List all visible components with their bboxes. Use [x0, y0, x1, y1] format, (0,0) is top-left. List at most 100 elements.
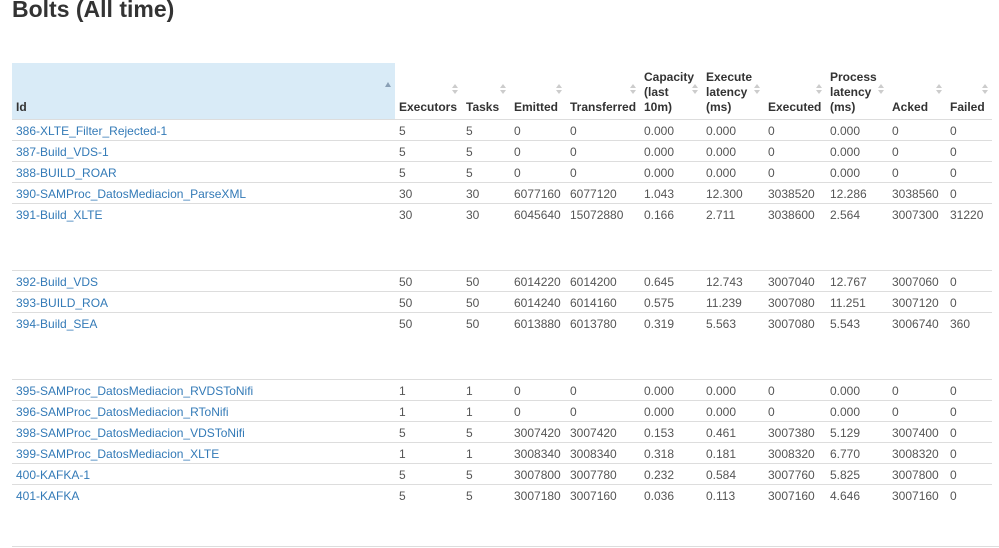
table-cell: 5: [462, 161, 510, 183]
table-cell: 0: [946, 484, 992, 506]
table-cell: 3007160: [566, 484, 640, 506]
table-cell: 0.000: [640, 400, 702, 422]
table-cell: 5: [395, 421, 462, 443]
table-cell: 0: [566, 379, 640, 401]
table-row: 390-SAMProc_DatosMediacion_ParseXML 30 30 6…: [12, 182, 992, 204]
column-header[interactable]: Executors: [395, 63, 462, 120]
table-cell: 0: [764, 161, 826, 183]
table-cell: 0.000: [702, 161, 764, 183]
table-cell: 30: [395, 203, 462, 271]
table-cell: 5: [462, 484, 510, 506]
table-cell: 1: [395, 379, 462, 401]
table-cell: 6.770: [826, 442, 888, 464]
table-cell: 30: [462, 203, 510, 271]
column-header[interactable]: Tasks: [462, 63, 510, 120]
table-cell: 0: [946, 291, 992, 313]
table-cell: 0: [888, 119, 946, 141]
bolt-link[interactable]: 387-Build_VDS-1: [12, 140, 395, 162]
table-cell: 0: [946, 421, 992, 443]
table-cell: 0: [946, 161, 992, 183]
bolt-link[interactable]: 395-SAMProc_DatosMediacion_RVDSToNifi: [12, 379, 395, 401]
table-cell: 0: [888, 379, 946, 401]
table-cell: 0.318: [640, 442, 702, 464]
table-cell: 0.575: [640, 291, 702, 313]
bolt-link[interactable]: 392-Build_VDS: [12, 270, 395, 292]
table-cell: 3038600: [764, 203, 826, 271]
bolt-link[interactable]: 390-SAMProc_DatosMediacion_ParseXML: [12, 182, 395, 204]
table-cell: 3008340: [510, 442, 566, 464]
header-row: Id Executors Tasks Emitted Transferred Capaci…: [12, 63, 992, 120]
table-cell: 11.239: [702, 291, 764, 313]
table-cell: 50: [395, 270, 462, 292]
bolt-link[interactable]: 396-SAMProc_DatosMediacion_RToNifi: [12, 400, 395, 422]
table-cell: 0: [510, 119, 566, 141]
column-header[interactable]: Acked: [888, 63, 946, 120]
table-cell: 0.000: [640, 379, 702, 401]
table-body: 386-XLTE_Filter_Rejected-1 5 5 0 0 0.000 0.000…: [12, 119, 992, 506]
table-cell: 2.711: [702, 203, 764, 271]
table-cell: 0.461: [702, 421, 764, 443]
table-cell: 0: [946, 182, 992, 204]
table-cell: 3008320: [888, 442, 946, 464]
table-row: 391-Build_XLTE 30 30 6045640 15072880 0.166 2.…: [12, 203, 992, 271]
table-cell: 0.036: [640, 484, 702, 506]
table-cell: 0.000: [702, 140, 764, 162]
table-cell: 0: [566, 161, 640, 183]
table-cell: 3007040: [764, 270, 826, 292]
table-cell: 3008320: [764, 442, 826, 464]
table-cell: 3007420: [510, 421, 566, 443]
table-row: 399-SAMProc_DatosMediacion_XLTE 1 1 3008340…: [12, 442, 992, 464]
bolt-link[interactable]: 400-KAFKA-1: [12, 463, 395, 485]
bolt-link[interactable]: 401-KAFKA: [12, 484, 395, 506]
table-cell: 3006740: [888, 312, 946, 380]
table-cell: 50: [395, 312, 462, 380]
table-cell: 2.564: [826, 203, 888, 271]
table-cell: 3007080: [764, 312, 826, 380]
column-header[interactable]: Id: [12, 63, 395, 120]
table-cell: 0.000: [702, 400, 764, 422]
column-header[interactable]: Process latency (ms): [826, 63, 888, 120]
bolt-link[interactable]: 394-Build_SEA: [12, 312, 395, 380]
column-header[interactable]: Execute latency (ms): [702, 63, 764, 120]
table-cell: 0.000: [826, 400, 888, 422]
table-cell: 0.000: [640, 119, 702, 141]
table-cell: 5: [462, 119, 510, 141]
table-cell: 5: [395, 463, 462, 485]
table-cell: 0: [946, 270, 992, 292]
table-cell: 6014220: [510, 270, 566, 292]
table-cell: 5: [395, 140, 462, 162]
table-cell: 1.043: [640, 182, 702, 204]
table-cell: 0.000: [826, 140, 888, 162]
bolt-link[interactable]: 386-XLTE_Filter_Rejected-1: [12, 119, 395, 141]
column-header[interactable]: Emitted: [510, 63, 566, 120]
bolt-link[interactable]: 398-SAMProc_DatosMediacion_VDSToNifi: [12, 421, 395, 443]
column-header[interactable]: Executed: [764, 63, 826, 120]
column-header[interactable]: Failed: [946, 63, 992, 120]
table-row: 398-SAMProc_DatosMediacion_VDSToNifi 5 5 30…: [12, 421, 992, 443]
table-cell: 6013780: [566, 312, 640, 380]
table-cell: 0.000: [826, 119, 888, 141]
bolt-link[interactable]: 388-BUILD_ROAR: [12, 161, 395, 183]
bolt-link[interactable]: 399-SAMProc_DatosMediacion_XLTE: [12, 442, 395, 464]
table-cell: 6077160: [510, 182, 566, 204]
table-cell: 30: [395, 182, 462, 204]
table-cell: 6077120: [566, 182, 640, 204]
table-cell: 1: [462, 379, 510, 401]
bolt-link[interactable]: 393-BUILD_ROA: [12, 291, 395, 313]
table-cell: 6045640: [510, 203, 566, 271]
table-cell: 0: [566, 119, 640, 141]
table-cell: 0: [946, 140, 992, 162]
table-cell: 30: [462, 182, 510, 204]
table-cell: 3007160: [888, 484, 946, 506]
column-header[interactable]: Transferred: [566, 63, 640, 120]
bolt-link[interactable]: 391-Build_XLTE: [12, 203, 395, 271]
table-cell: 5: [395, 161, 462, 183]
table-cell: 0: [510, 161, 566, 183]
table-cell: 0: [566, 140, 640, 162]
column-header[interactable]: Capacity (last 10m): [640, 63, 702, 120]
table-cell: 3007380: [764, 421, 826, 443]
table-row: 393-BUILD_ROA 50 50 6014240 6014160 0.575 11.2…: [12, 291, 992, 313]
table-cell: 3007180: [510, 484, 566, 506]
table-cell: 5.543: [826, 312, 888, 380]
